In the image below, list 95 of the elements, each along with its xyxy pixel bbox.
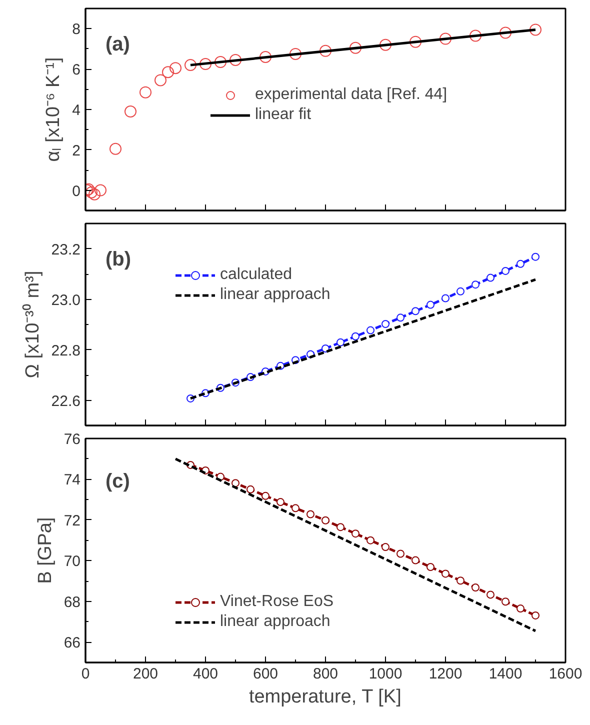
y-tick-label: 22.8 [51, 342, 81, 360]
y-tick-label: 4 [72, 102, 80, 119]
point [486, 590, 494, 599]
y-tick-label: 76 [64, 431, 81, 448]
x-tick-label: 400 [192, 666, 218, 682]
point [412, 307, 420, 316]
point [532, 252, 540, 261]
point [410, 36, 422, 48]
point [350, 42, 362, 54]
legend-label: experimental data [Ref. 44] [255, 86, 448, 104]
y-tick-label: 8 [72, 21, 80, 38]
point [94, 184, 106, 196]
x-tick-label: 1600 [548, 666, 582, 682]
x-tick-label: 1200 [428, 666, 462, 682]
point [472, 280, 480, 289]
point [502, 266, 510, 275]
point [516, 260, 524, 268]
y-axis-title: Ω [x10⁻³⁰ m³] [21, 270, 44, 378]
point [322, 344, 330, 352]
y-tick-label: 22.6 [51, 392, 81, 410]
point [214, 56, 226, 68]
y-tick-label: 0 [72, 182, 80, 200]
point [336, 523, 344, 532]
x-tick-label: 1400 [488, 666, 522, 682]
point [352, 530, 360, 538]
point [396, 314, 404, 322]
y-tick-label: 74 [64, 472, 81, 489]
y-tick-label: 72 [64, 512, 81, 530]
point [442, 294, 450, 302]
point [500, 26, 512, 39]
point [352, 332, 360, 340]
point [412, 556, 420, 564]
point [472, 584, 480, 592]
point [532, 611, 540, 620]
point [262, 492, 270, 500]
point [516, 604, 524, 613]
point [470, 30, 482, 42]
annotation: (b) [106, 248, 132, 270]
point [442, 570, 450, 578]
point [140, 86, 152, 98]
y-tick-label: 68 [64, 594, 81, 611]
legend-label: Vinet-Rose EoS [220, 593, 334, 611]
point [380, 38, 392, 51]
point [530, 24, 542, 36]
point [184, 59, 196, 72]
x-tick-label: 1000 [368, 666, 402, 682]
point [86, 186, 98, 198]
legend-label: calculated [220, 266, 292, 284]
y-tick-label: 66 [64, 634, 81, 652]
point [232, 479, 240, 488]
annotation: (a) [106, 34, 130, 56]
point [276, 498, 284, 506]
x-tick-label: 800 [312, 666, 338, 682]
point [336, 338, 344, 346]
y-axis-title: αₗ [x10⁻⁶ K⁻¹] [43, 57, 64, 162]
point [124, 106, 136, 118]
y-axis-title: B [GPa] [34, 517, 56, 584]
x-tick-label: 200 [132, 666, 158, 682]
point [154, 74, 166, 86]
point [366, 326, 374, 334]
point [366, 536, 374, 544]
point [320, 44, 332, 57]
point [426, 563, 434, 571]
point [382, 543, 390, 552]
point [306, 510, 314, 518]
point [382, 320, 390, 328]
point [88, 188, 100, 200]
point [230, 54, 242, 66]
point [440, 32, 452, 45]
y-tick-label: 6 [72, 62, 80, 79]
point [396, 550, 404, 558]
point [486, 274, 494, 282]
point [456, 287, 464, 296]
point [290, 48, 302, 60]
legend-label: linear approach [220, 613, 330, 631]
legend-label: linear approach [220, 286, 330, 304]
point [200, 58, 212, 70]
annotation: (c) [106, 470, 130, 492]
y-tick-label: 23.0 [51, 292, 81, 309]
y-tick-label: 23.2 [51, 241, 81, 258]
point [246, 485, 254, 494]
x-axis-title: temperature, T [K] [248, 686, 402, 708]
y-tick-label: 70 [64, 553, 81, 570]
point [110, 142, 122, 155]
point [322, 516, 330, 524]
point [456, 576, 464, 585]
x-tick-label: 600 [252, 666, 278, 682]
point [170, 62, 182, 74]
point [292, 504, 300, 512]
y-tick-label: 2 [72, 142, 80, 160]
point [426, 300, 434, 309]
point [260, 50, 272, 63]
point [162, 66, 174, 78]
legend-label: linear fit [255, 106, 312, 124]
point [502, 598, 510, 606]
